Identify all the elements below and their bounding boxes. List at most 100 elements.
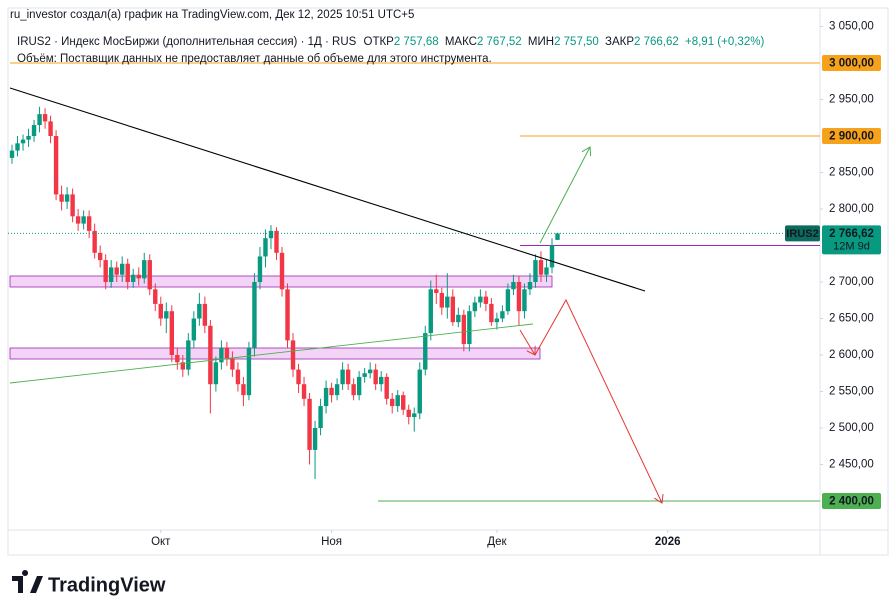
candle-body bbox=[478, 296, 483, 303]
candle-body bbox=[48, 121, 53, 136]
candle-body bbox=[401, 395, 406, 410]
arrow bbox=[539, 147, 590, 244]
candle-body bbox=[456, 314, 461, 323]
candle-body bbox=[549, 245, 555, 268]
candle-body bbox=[450, 296, 456, 323]
candle-body bbox=[467, 311, 472, 345]
candle-body bbox=[378, 376, 384, 385]
candle-body bbox=[351, 384, 356, 396]
change: +8,91 (+0,32%) bbox=[685, 36, 764, 48]
y-tick-label: 2 600,00 bbox=[829, 349, 874, 361]
trend-line bbox=[9, 87, 646, 292]
countdown: 12M 9d bbox=[833, 240, 870, 252]
candle-body bbox=[164, 311, 169, 319]
candle-body bbox=[334, 384, 340, 396]
logo: TradingView bbox=[12, 570, 166, 596]
candle-body bbox=[318, 406, 323, 428]
candle-body bbox=[290, 340, 296, 370]
last-price-label: 2 766,62 bbox=[829, 228, 874, 240]
x-tick-label: Ноя bbox=[321, 536, 342, 548]
candle-body bbox=[142, 260, 147, 279]
arrow bbox=[534, 298, 662, 503]
candle-body bbox=[197, 303, 202, 319]
candle-body bbox=[230, 358, 235, 370]
candle-body bbox=[97, 252, 103, 261]
candle-body bbox=[241, 384, 246, 396]
candle-body bbox=[219, 347, 224, 363]
candle-body bbox=[153, 289, 158, 304]
candle-body bbox=[147, 260, 152, 290]
candle-body bbox=[434, 289, 439, 293]
open: 2 757,68 bbox=[394, 36, 439, 48]
candle-body bbox=[505, 289, 511, 312]
candle-body bbox=[213, 362, 219, 385]
series-name: IRUS2 bbox=[786, 228, 818, 240]
candle-body bbox=[208, 325, 213, 385]
y-tick-label: 2 700,00 bbox=[829, 276, 874, 288]
candle-body bbox=[108, 267, 114, 282]
candle-body bbox=[285, 289, 290, 341]
arrow bbox=[519, 329, 535, 355]
candle-body bbox=[42, 114, 48, 122]
candle-body bbox=[296, 369, 301, 385]
candle-body bbox=[37, 114, 42, 126]
candle-body bbox=[26, 136, 31, 140]
candle-body bbox=[103, 260, 108, 282]
candle-body bbox=[64, 194, 70, 202]
candle-body bbox=[53, 136, 59, 195]
candle-body bbox=[472, 302, 478, 312]
low: 2 757,50 bbox=[554, 36, 599, 48]
candle-body bbox=[340, 369, 345, 385]
y-tick-label: 2 450,00 bbox=[829, 459, 874, 471]
candle-body bbox=[329, 387, 334, 396]
candle-body bbox=[423, 333, 428, 370]
candle-body bbox=[257, 256, 263, 282]
volume-note: Объём: Поставщик данных не предоставляет… bbox=[17, 53, 492, 65]
candle-body bbox=[538, 260, 544, 275]
level-tag bbox=[822, 493, 881, 509]
candle-body bbox=[307, 398, 312, 450]
candle-body bbox=[323, 387, 329, 407]
candle-body bbox=[70, 194, 75, 217]
candle-body bbox=[279, 252, 285, 290]
candle-body bbox=[489, 303, 494, 323]
level-label: 2 900,00 bbox=[829, 131, 874, 143]
y-tick-label: 2 550,00 bbox=[829, 386, 874, 398]
candle-body bbox=[390, 398, 395, 407]
x-tick-label: Дек bbox=[487, 536, 507, 548]
axes: 3 050,00 2 950,00 2 850,00 2 800,00 2 700,00… bbox=[151, 21, 881, 548]
y-tick-label: 2 500,00 bbox=[829, 422, 874, 434]
candle-body bbox=[224, 347, 230, 359]
legend: IRUS2 · Индекс МосБиржи (дополнительная … bbox=[17, 36, 764, 48]
high: 2 767,52 bbox=[477, 36, 522, 48]
candle-body bbox=[461, 314, 467, 345]
y-tick-label: 2 650,00 bbox=[829, 313, 874, 325]
candle-body bbox=[268, 230, 274, 239]
candle-body bbox=[367, 369, 373, 374]
logo-text: TradingView bbox=[48, 574, 166, 596]
candle-body bbox=[191, 318, 197, 341]
candle-body bbox=[75, 216, 81, 224]
candle-body bbox=[274, 230, 279, 253]
candle-body bbox=[114, 267, 119, 275]
candle-body bbox=[59, 194, 64, 202]
level-tag bbox=[822, 55, 881, 71]
candle-body bbox=[533, 260, 538, 282]
candle-body bbox=[544, 267, 549, 275]
low-label: МИН bbox=[528, 36, 554, 48]
candle-body bbox=[500, 311, 505, 319]
candle-body bbox=[15, 143, 20, 151]
candle-body bbox=[31, 125, 37, 136]
candle-body bbox=[406, 409, 411, 418]
last-price-tag bbox=[822, 225, 881, 255]
y-tick-label: 3 050,00 bbox=[829, 21, 874, 33]
candle-body bbox=[125, 263, 130, 282]
trend-line bbox=[9, 323, 534, 384]
candle-body bbox=[356, 376, 362, 396]
candle-body bbox=[20, 139, 26, 144]
candle-body bbox=[312, 428, 318, 450]
x-tick-label: 2026 bbox=[655, 536, 681, 548]
close-label: ЗАКР bbox=[605, 36, 634, 48]
open-label: ОТКР bbox=[364, 36, 395, 48]
